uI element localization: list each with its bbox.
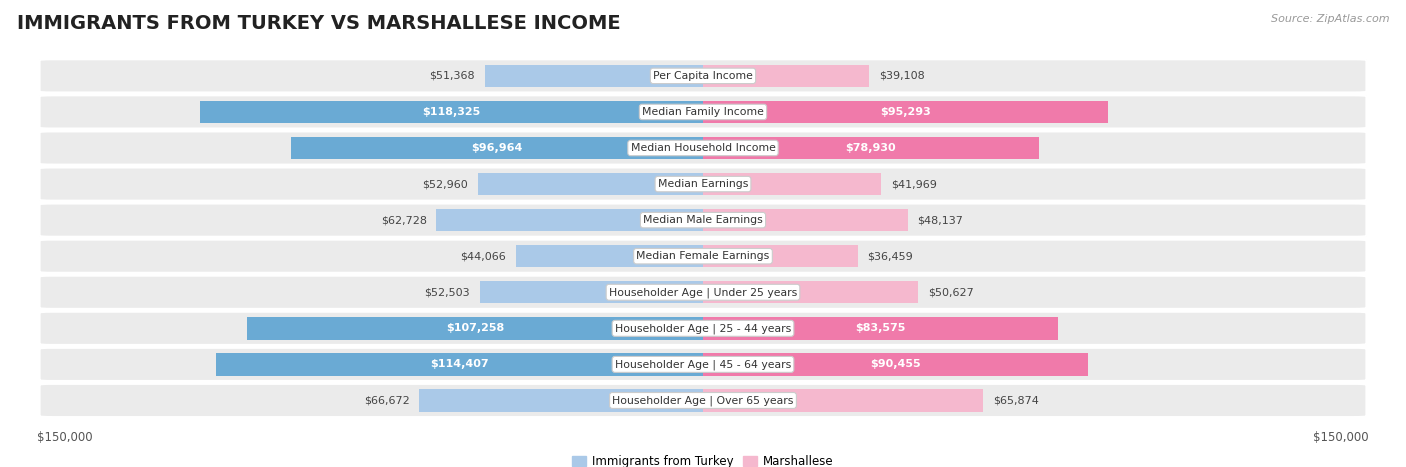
Text: $90,455: $90,455 (870, 360, 921, 369)
FancyBboxPatch shape (39, 276, 1367, 309)
Text: $52,503: $52,503 (425, 287, 470, 297)
Text: $65,874: $65,874 (993, 396, 1039, 405)
Text: $83,575: $83,575 (855, 323, 905, 333)
Text: $41,969: $41,969 (891, 179, 936, 189)
Text: $39,108: $39,108 (879, 71, 925, 81)
Text: $62,728: $62,728 (381, 215, 426, 225)
FancyBboxPatch shape (39, 348, 1367, 381)
FancyBboxPatch shape (39, 384, 1367, 417)
Bar (436, 209, 703, 231)
FancyBboxPatch shape (39, 168, 1367, 201)
Bar (516, 245, 703, 268)
Text: $96,964: $96,964 (471, 143, 523, 153)
Bar (703, 245, 858, 268)
Text: $78,930: $78,930 (845, 143, 896, 153)
Text: $48,137: $48,137 (917, 215, 963, 225)
Text: Median Family Income: Median Family Income (643, 107, 763, 117)
Text: $52,960: $52,960 (422, 179, 468, 189)
Text: Per Capita Income: Per Capita Income (652, 71, 754, 81)
Bar (247, 317, 703, 340)
FancyBboxPatch shape (39, 131, 1367, 164)
Bar (703, 137, 1039, 159)
Text: Source: ZipAtlas.com: Source: ZipAtlas.com (1271, 14, 1389, 24)
Text: $118,325: $118,325 (422, 107, 481, 117)
FancyBboxPatch shape (39, 204, 1367, 237)
Bar (703, 65, 869, 87)
Bar (703, 209, 908, 231)
FancyBboxPatch shape (39, 59, 1367, 92)
Text: $51,368: $51,368 (429, 71, 475, 81)
FancyBboxPatch shape (39, 312, 1367, 345)
Bar (703, 317, 1059, 340)
Text: Median Household Income: Median Household Income (630, 143, 776, 153)
Bar (200, 101, 703, 123)
Legend: Immigrants from Turkey, Marshallese: Immigrants from Turkey, Marshallese (568, 450, 838, 467)
Bar (217, 353, 703, 375)
Text: Householder Age | Under 25 years: Householder Age | Under 25 years (609, 287, 797, 297)
Text: $50,627: $50,627 (928, 287, 973, 297)
Bar (485, 65, 703, 87)
Text: Householder Age | Over 65 years: Householder Age | Over 65 years (612, 395, 794, 406)
Text: Householder Age | 25 - 44 years: Householder Age | 25 - 44 years (614, 323, 792, 333)
Text: $95,293: $95,293 (880, 107, 931, 117)
Bar (703, 389, 983, 411)
Bar (419, 389, 703, 411)
Bar (291, 137, 703, 159)
Bar (478, 173, 703, 195)
Text: Median Male Earnings: Median Male Earnings (643, 215, 763, 225)
FancyBboxPatch shape (39, 240, 1367, 273)
Text: IMMIGRANTS FROM TURKEY VS MARSHALLESE INCOME: IMMIGRANTS FROM TURKEY VS MARSHALLESE IN… (17, 14, 620, 33)
Bar (703, 173, 882, 195)
Bar (703, 353, 1088, 375)
Bar (479, 281, 703, 304)
Text: $36,459: $36,459 (868, 251, 914, 261)
Text: Median Earnings: Median Earnings (658, 179, 748, 189)
Text: $66,672: $66,672 (364, 396, 411, 405)
Text: Householder Age | 45 - 64 years: Householder Age | 45 - 64 years (614, 359, 792, 370)
Text: Median Female Earnings: Median Female Earnings (637, 251, 769, 261)
Text: $44,066: $44,066 (460, 251, 506, 261)
Text: $107,258: $107,258 (446, 323, 505, 333)
FancyBboxPatch shape (39, 95, 1367, 128)
Bar (703, 281, 918, 304)
Text: $114,407: $114,407 (430, 360, 489, 369)
Bar (703, 101, 1108, 123)
